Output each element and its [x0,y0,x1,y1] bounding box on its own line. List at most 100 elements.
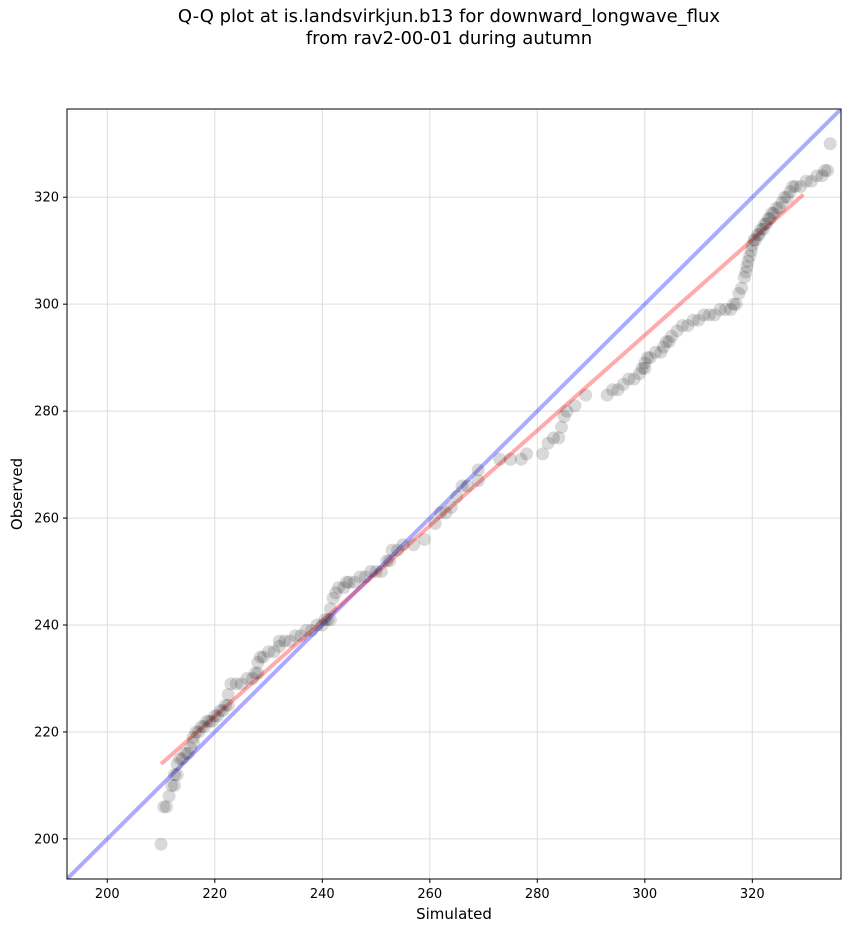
data-point [767,206,781,220]
data-point [245,671,259,685]
data-point [178,746,192,760]
data-point [323,613,337,627]
data-point [374,565,388,579]
data-point [202,714,216,728]
data-point [616,377,630,391]
y-tick-label: 200 [34,832,59,847]
data-point [772,201,786,215]
data-point [251,655,265,669]
data-point [735,281,749,295]
data-point [783,185,797,199]
data-point [272,639,286,653]
data-point [186,736,200,750]
data-point [770,201,783,215]
data-point [460,479,474,493]
data-point [168,778,181,792]
data-point [380,554,394,568]
data-point [417,532,431,546]
data-point [686,313,700,327]
data-point [520,447,534,461]
y-axis-label: Observed [8,458,26,530]
data-points [154,137,837,851]
y-tick-label: 280 [34,405,59,420]
data-point [763,212,777,226]
data-point [665,329,679,343]
data-point [219,698,233,712]
data-point [358,570,372,584]
data-point [638,361,652,375]
data-point [278,634,292,648]
data-point [659,335,673,349]
data-point [818,163,832,177]
data-point [747,233,761,247]
y-tick-label: 300 [34,298,59,313]
data-point [541,436,555,450]
data-point [786,180,800,194]
data-point [662,335,676,349]
data-point [455,479,469,493]
reference-lines [67,109,841,879]
data-point [240,671,254,685]
data-point [200,714,214,728]
y-tick-label: 320 [34,191,59,206]
data-point [794,180,808,194]
data-point [294,629,308,643]
data-point [288,629,302,643]
data-point [407,538,421,552]
data-point [318,613,332,627]
data-point [546,431,560,445]
data-point [262,645,276,659]
data-point [727,297,740,311]
y-tick-label: 240 [34,619,59,634]
data-point [759,217,773,231]
data-point [248,666,262,680]
data-point [741,254,755,268]
data-point [756,222,770,236]
data-point [778,190,792,204]
data-point [267,645,281,659]
data-point [751,228,765,242]
data-point [823,137,837,151]
data-point [428,516,442,530]
data-point [552,431,566,445]
data-point [254,650,267,664]
data-point [744,244,758,258]
data-point [560,404,574,418]
data-point [321,613,335,627]
data-point [326,591,340,605]
x-tick-label: 280 [525,887,550,902]
data-point [353,570,367,584]
data-point [221,698,235,712]
data-point [536,447,550,461]
data-point [654,345,668,359]
data-point [305,623,319,637]
data-point [159,800,173,814]
data-point [396,538,410,552]
chart-title: Q-Q plot at is.landsvirkjun.b13 for down… [0,6,851,50]
data-point [638,356,652,370]
data-point [385,543,399,557]
data-point [181,746,195,760]
data-point [724,303,738,317]
data-point [675,319,689,333]
data-point [718,303,732,317]
data-point [221,688,235,702]
data-point [761,212,775,226]
data-point [643,351,657,365]
data-point [197,720,211,734]
grid-lines [67,109,841,879]
data-point [162,789,176,803]
data-point [641,351,654,365]
data-point [697,308,711,322]
data-point [186,730,200,744]
data-point [213,704,227,718]
data-point [176,752,190,766]
y-tick-label: 220 [34,725,59,740]
data-point [391,543,405,557]
data-point [173,752,187,766]
data-point [364,565,378,579]
data-point [503,452,517,466]
data-point [331,581,345,595]
data-point [216,704,230,718]
data-point [383,554,396,568]
